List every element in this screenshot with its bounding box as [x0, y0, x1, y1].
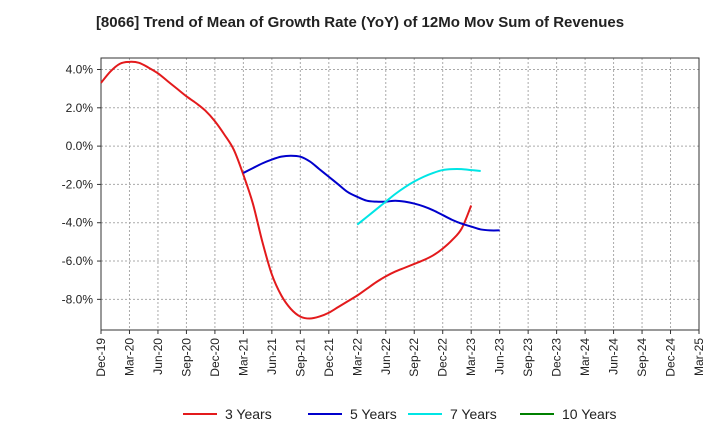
x-tick-label: Mar-20: [122, 338, 136, 376]
x-tick-label: Mar-21: [236, 338, 250, 376]
y-tick-labels: 4.0% 2.0% 0.0% -2.0% -4.0% -6.0% -8.0%: [62, 62, 94, 306]
y-tick-label: -8.0%: [62, 292, 94, 306]
x-tick-label: Mar-24: [578, 338, 592, 376]
series-line-3-years: [100, 60, 473, 320]
legend-label-5-years: 5 Years: [350, 406, 397, 422]
x-tick-labels: Dec-19 Mar-20 Jun-20 Sep-20 Dec-20 Mar-21 Jun-…: [94, 338, 706, 377]
x-tick-label: Dec-19: [94, 338, 108, 377]
chart-title: [8066] Trend of Mean of Growth Rate (YoY…: [95, 14, 625, 31]
y-tick-label: 4.0%: [66, 62, 94, 76]
x-tick-label: Jun-21: [265, 338, 279, 375]
series-line-5-years: [242, 154, 500, 232]
series-line-7-years: [356, 167, 481, 226]
x-tick-label: Jun-22: [379, 338, 393, 375]
legend-label-7-years: 7 Years: [450, 406, 497, 422]
x-tick-label: Mar-22: [350, 338, 364, 376]
x-tick-label: Dec-22: [436, 338, 450, 377]
x-tick-label: Dec-24: [664, 338, 678, 377]
y-tick-label: 0.0%: [66, 139, 94, 153]
grid-lines: [101, 58, 699, 330]
x-tick-label: Dec-20: [208, 338, 222, 377]
x-tick-label: Sep-24: [635, 338, 649, 377]
x-tick-label: Sep-23: [521, 338, 535, 377]
y-tick-label: 2.0%: [66, 101, 94, 115]
x-tick-label: Dec-21: [322, 338, 336, 377]
y-tick-label: -2.0%: [62, 177, 94, 191]
y-tick-label: -4.0%: [62, 216, 94, 230]
x-tick-label: Sep-22: [407, 338, 421, 377]
x-tick-label: Jun-24: [607, 338, 621, 375]
x-tick-label: Mar-25: [692, 338, 706, 376]
x-tick-label: Sep-20: [179, 338, 193, 377]
series-lines: [100, 60, 500, 320]
y-tick-label: -6.0%: [62, 254, 94, 268]
x-tick-label: Dec-23: [550, 338, 564, 377]
plot-frame: [100, 57, 700, 331]
x-tick-label: Jun-23: [493, 338, 507, 375]
legend-label-3-years: 3 Years: [225, 406, 272, 422]
legend: 3 Years 5 Years 7 Years 10 Years: [183, 406, 617, 422]
x-tick-label: Jun-20: [151, 338, 165, 375]
x-tick-label: Sep-21: [293, 338, 307, 377]
x-tick-label: Mar-23: [464, 338, 478, 376]
legend-label-10-years: 10 Years: [562, 406, 617, 422]
axes: [97, 57, 700, 334]
